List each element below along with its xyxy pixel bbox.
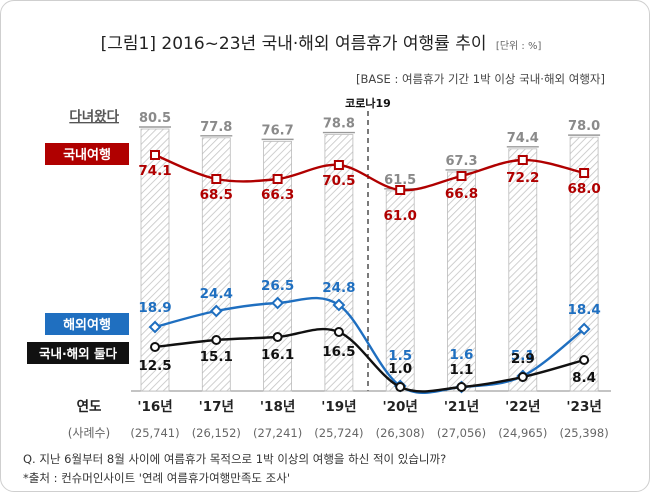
point-3-0 [150,342,160,352]
bar-visited-7 [569,136,599,392]
value-label-1-6: 72.2 [506,170,539,186]
value-label-1-4: 61.0 [384,208,417,224]
point-3-4 [395,382,406,392]
sample-size-label-2: (27,241) [253,426,302,440]
bar-visited-3 [324,134,354,392]
sample-size-label-0: (25,741) [130,426,179,440]
value-label-1-5: 66.8 [445,186,478,202]
sample-size-label-3: (25,724) [314,426,363,440]
value-label-3-5: 1.1 [450,362,474,378]
x-tick-label-2: '18년 [260,399,295,415]
legend-overseas: 해외여행 [45,313,129,335]
value-label-3-3: 16.5 [322,344,355,360]
point-1-2 [272,174,283,184]
value-label-3-2: 16.1 [261,347,294,363]
point-2-1 [209,304,223,318]
bar-value-label-2: 76.7 [262,123,294,138]
x-tick-labels: '16년 (25,741) '17년 (26,152) '18년 (27,241) '19년… [130,399,608,440]
n-row-label: (사례수) [68,426,110,440]
value-label-3-7: 8.4 [572,370,596,386]
bar-value-label-3: 78.8 [323,117,355,132]
sample-size-label-1: (26,152) [192,426,241,440]
point-3-7 [579,355,590,365]
bar-visited-6 [508,148,538,392]
bar-value-label-1: 77.8 [200,120,232,135]
legend-both-box [27,342,129,364]
legend-overseas-box [45,313,129,335]
unit-label: [단위 : %] [496,39,542,52]
x-tick-label-1: '17년 [199,399,234,415]
line-3 [154,327,585,393]
value-label-3-0: 12.5 [138,358,171,374]
x-tick-label-6: '22년 [505,399,540,415]
footer-question: Q. 지난 6월부터 8월 사이에 여름휴가 목적으로 1박 이상의 여행을 하… [23,452,446,466]
point-1-5 [456,171,467,181]
x-tick-label-0: '16년 [137,399,172,415]
point-1-4 [395,185,406,195]
point-1-1 [211,174,222,184]
x-tick-label-4: '20년 [383,399,418,415]
value-label-2-1: 24.4 [200,286,233,302]
point-1-6 [517,155,528,165]
point-3-6 [517,372,528,382]
legend-both-label: 국내·해외 둘다 [39,346,118,361]
x-tick-label-7: '23년 [566,399,601,415]
point-1-3 [333,160,344,170]
value-label-1-1: 68.5 [200,187,233,203]
bar-value-label-0: 80.5 [139,111,171,126]
value-label-1-7: 68.0 [567,181,600,197]
value-label-3-1: 15.1 [200,349,233,365]
sample-size-label-7: (25,398) [559,426,608,440]
point-3-2 [272,332,283,342]
bar-value-label-5: 67.3 [445,154,477,169]
point-2-0 [148,320,162,334]
point-3-5 [456,382,467,392]
value-label-1-2: 66.3 [261,187,294,203]
value-label-2-2: 26.5 [261,278,294,294]
line-series: 74.1 68.5 66.3 70.5 61.0 66.8 72.2 68.0 18.9 24.4… [138,150,601,394]
point-2-3 [332,298,346,312]
point-2-7 [577,322,591,336]
value-label-2-3: 24.8 [322,280,355,296]
point-3-3 [333,327,344,337]
point-3-1 [211,335,222,345]
point-2-2 [271,296,285,310]
value-label-2-7: 18.4 [567,302,600,318]
legend-both: 국내·해외 둘다 [27,342,129,364]
sample-size-label-4: (26,308) [376,426,425,440]
value-label-3-6: 2.9 [511,351,535,367]
point-1-7 [579,168,590,178]
covid-label: 코로나19 [345,96,391,110]
legend-domestic-box [45,143,129,165]
legend-domestic-label: 국내여행 [63,147,111,163]
visited-label: 다녀왔다 [69,108,119,125]
value-label-3-4: 1.0 [388,361,412,377]
value-label-2-0: 18.9 [138,300,171,316]
sample-size-label-6: (24,965) [498,426,547,440]
point-1-0 [150,150,160,160]
footer-source: *출처 : 컨슈머인사이트 '연례 여름휴가여행만족도 조사' [23,471,290,485]
bar-value-label-7: 78.0 [568,119,600,134]
value-label-2-5: 1.6 [450,347,474,363]
bar-value-label-4: 61.5 [384,173,416,188]
chart-title: [그림1] 2016~23년 국내·해외 여름휴가 여행률 추이 [단위 : %… [101,34,542,54]
value-label-1-0: 74.1 [138,163,171,179]
sample-size-label-5: (27,056) [437,426,486,440]
x-tick-label-3: '19년 [321,399,356,415]
x-tick-label-5: '21년 [444,399,479,415]
value-label-1-3: 70.5 [322,173,355,189]
value-label-2-6: 5.1 [511,348,535,364]
base-note: [BASE : 여름휴가 기간 1박 이상 국내·해외 여행자] [356,72,605,86]
legend-overseas-label: 해외여행 [63,317,111,333]
value-label-2-4: 1.5 [388,348,412,364]
year-row-label: 연도 [77,399,102,415]
bar-value-label-6: 74.4 [507,131,539,146]
legend-domestic: 국내여행 [45,143,129,165]
